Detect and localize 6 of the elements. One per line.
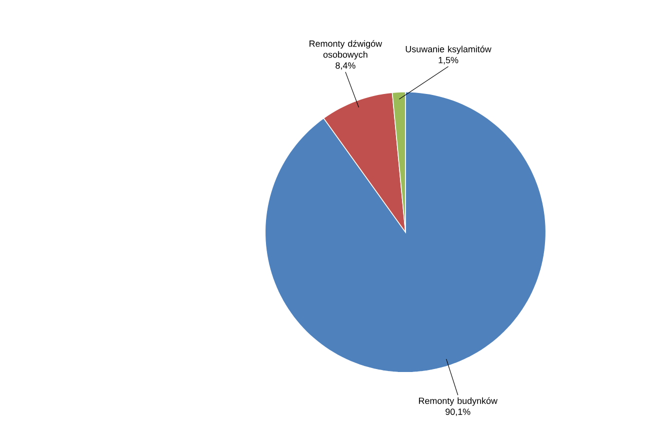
data-label: 1,5% (438, 56, 458, 64)
slice-label: Remonty budynków (418, 397, 498, 406)
slice-label: Usuwanie ksylamitów (406, 46, 492, 54)
data-label: 8,4% (336, 62, 356, 70)
data-label: 90,1% (446, 408, 470, 416)
slice-label: Remonty dźwigów osobowych (310, 40, 382, 60)
